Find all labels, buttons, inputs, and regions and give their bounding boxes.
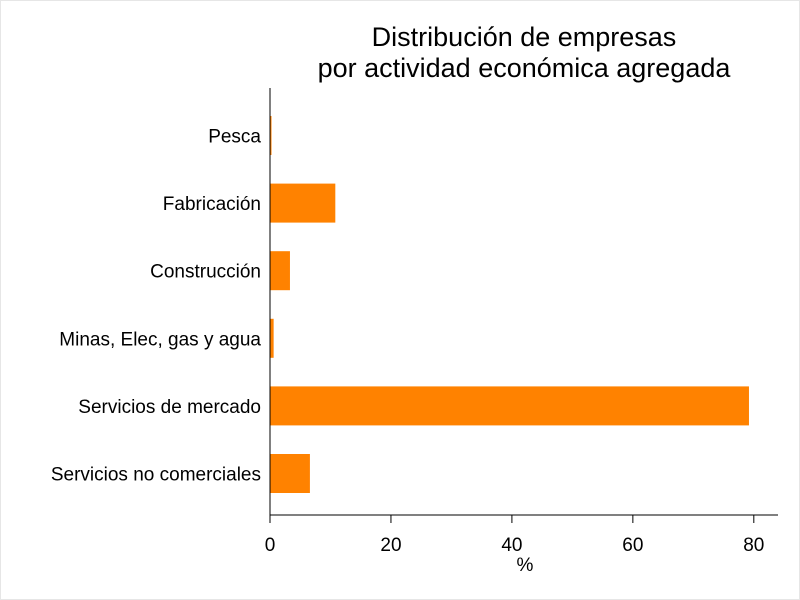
bar-fabricacion — [270, 183, 336, 223]
x-tick-label-80: 80 — [743, 535, 764, 556]
bar-pesca — [270, 116, 272, 155]
bars-group — [270, 116, 749, 493]
x-tick-label-60: 60 — [622, 535, 643, 556]
category-labels: Pesca Fabricación Construcción Minas, Elec,… — [51, 127, 262, 486]
bar-minas-elec-gas-y-agua — [270, 318, 274, 358]
category-label-servicios-de-mercado: Servicios de mercado — [78, 397, 261, 418]
category-label-construccion: Construcción — [150, 262, 261, 283]
x-axis-title: % — [517, 555, 534, 576]
bar-servicios-no-comerciales — [270, 454, 310, 493]
chart-title: Distribución de empresas por actividad e… — [220, 22, 800, 84]
x-tick-label-40: 40 — [501, 535, 522, 556]
x-tick-label-0: 0 — [265, 535, 276, 556]
chart-title-line-2: por actividad económica agregada — [317, 53, 731, 83]
category-label-fabricacion: Fabricación — [163, 194, 261, 215]
category-label-pesca: Pesca — [208, 127, 261, 148]
bar-construccion — [270, 251, 290, 291]
category-label-minas-elec-gas-y-agua: Minas, Elec, gas y agua — [59, 329, 261, 350]
x-axis-ticks: 0 20 40 60 80 — [265, 515, 764, 556]
x-tick-label-20: 20 — [380, 535, 401, 556]
category-label-servicios-no-comerciales: Servicios no comerciales — [51, 465, 261, 486]
chart-title-line-1: Distribución de empresas — [371, 22, 677, 52]
bar-servicios-de-mercado — [270, 386, 749, 426]
